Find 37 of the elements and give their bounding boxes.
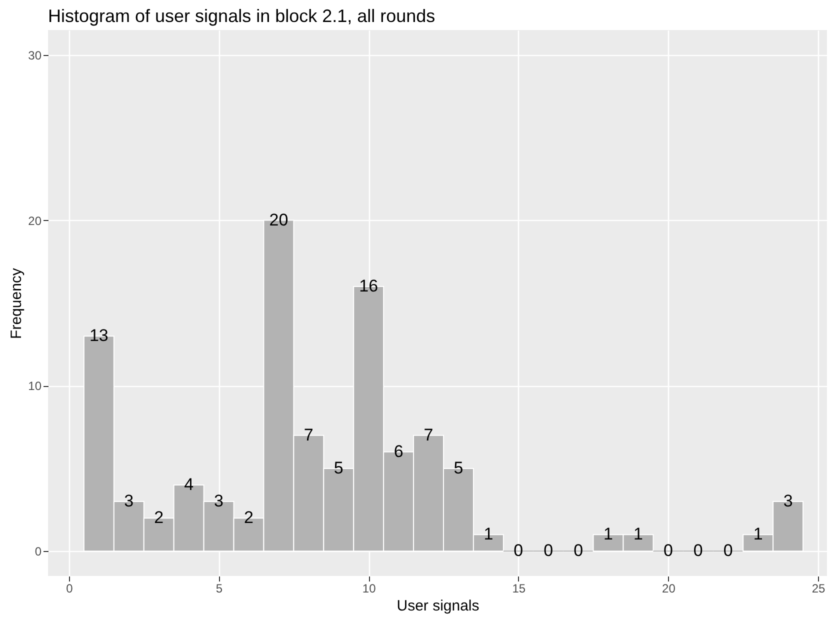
x-tick-label: 20 <box>662 582 676 596</box>
data-label: 1 <box>604 524 614 544</box>
data-label: 0 <box>544 541 554 560</box>
data-label: 1 <box>484 524 494 544</box>
data-label: 3 <box>783 492 793 511</box>
data-label: 0 <box>693 541 703 560</box>
x-tick-label: 0 <box>66 582 74 596</box>
data-label: 3 <box>214 492 224 511</box>
data-label: 0 <box>663 541 673 560</box>
y-tick-label: 30 <box>28 48 42 62</box>
y-tick-label: 0 <box>34 544 42 559</box>
data-label: 7 <box>424 425 434 444</box>
data-label: 5 <box>334 458 344 478</box>
data-label: 5 <box>454 458 464 478</box>
x-axis-title: User signals <box>396 598 480 614</box>
data-label: 2 <box>244 508 254 528</box>
y-tick-label: 10 <box>28 379 42 394</box>
x-tick-label: 10 <box>362 582 376 596</box>
data-label: 4 <box>184 475 194 494</box>
data-label: 7 <box>304 425 314 444</box>
data-label: 2 <box>154 508 164 528</box>
y-axis-title: Frequency <box>8 268 26 339</box>
x-tick-label: 5 <box>216 582 223 596</box>
data-label: 0 <box>723 541 733 560</box>
x-tick-label: 15 <box>512 582 526 596</box>
y-tick-label: 20 <box>28 214 42 228</box>
data-label: 1 <box>634 524 643 544</box>
data-label: 16 <box>359 276 378 296</box>
data-label: 6 <box>394 442 404 461</box>
data-label: 0 <box>574 541 584 560</box>
data-label: 20 <box>269 210 288 230</box>
data-label: 3 <box>124 492 134 511</box>
chart-title: Histogram of user signals in block 2.1, all rounds <box>48 6 436 26</box>
x-tick-label: 25 <box>812 582 826 596</box>
data-label: 13 <box>89 326 108 346</box>
data-label: 1 <box>753 524 763 544</box>
data-label: 0 <box>514 541 524 560</box>
